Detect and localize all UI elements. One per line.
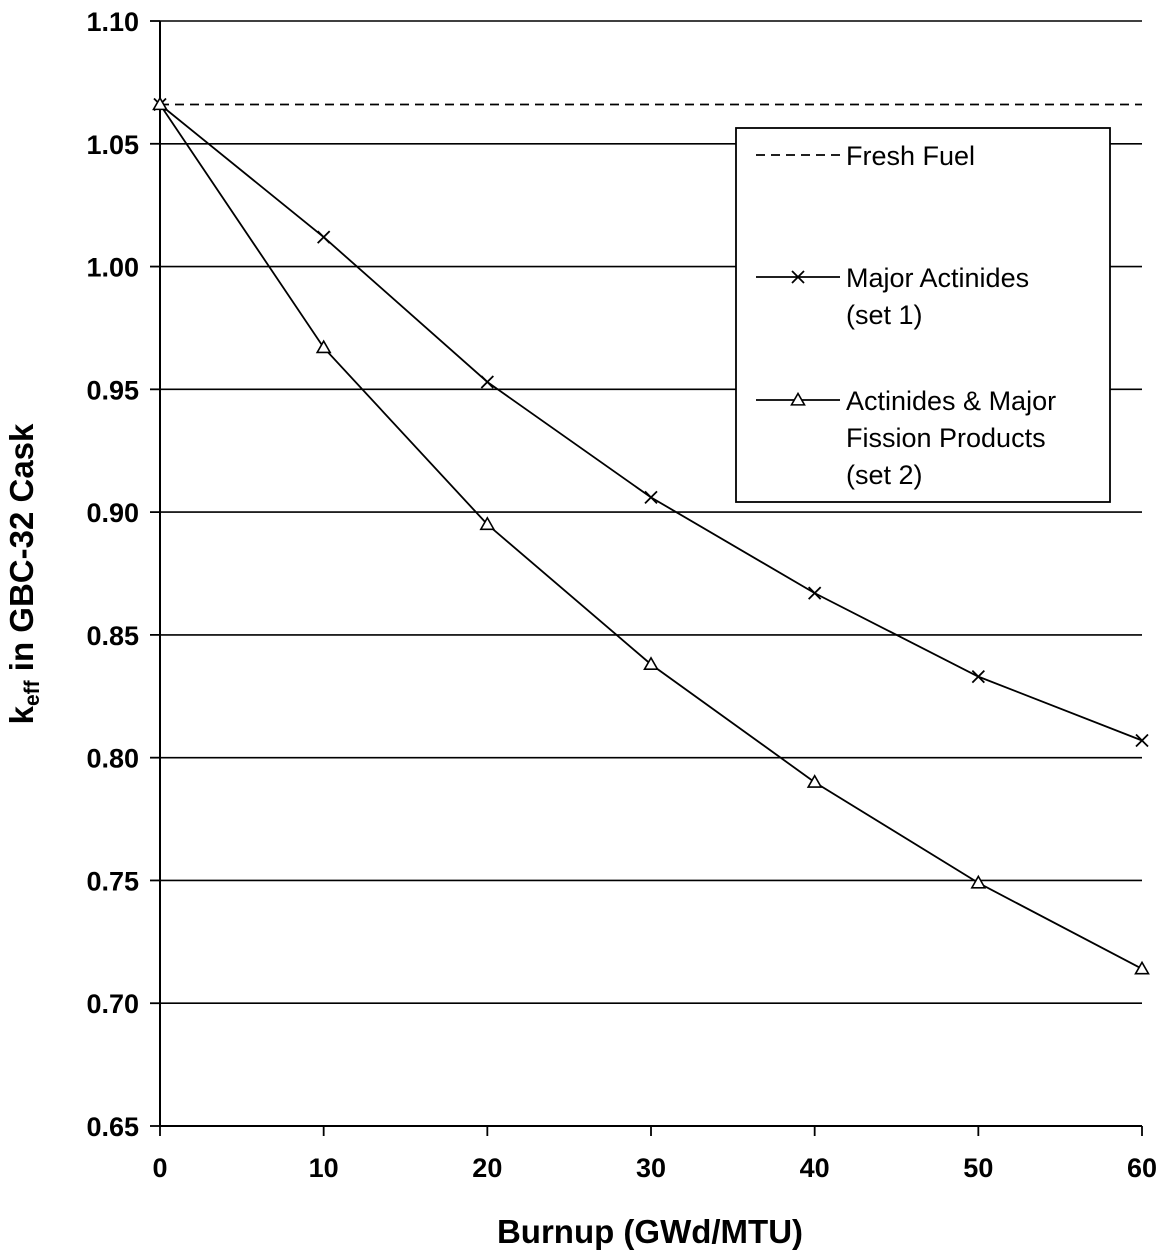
grid-lines — [160, 20, 1142, 1005]
data-point-triangle-marker — [643, 656, 659, 671]
legend-label: (set 1) — [846, 300, 923, 330]
legend-label: Fission Products — [846, 423, 1046, 453]
marker-stroke — [971, 669, 985, 684]
data-point-triangle-marker — [790, 391, 806, 406]
y-tick-label: 0.95 — [86, 375, 139, 405]
y-tick-label: 0.85 — [86, 621, 139, 651]
y-axis-title-rest: in GBC-32 Cask — [3, 423, 40, 680]
series-2 — [152, 96, 1150, 975]
data-point-triangle-marker — [806, 774, 823, 788]
data-point-x-marker — [971, 669, 985, 684]
x-axis-title: Burnup (GWd/MTU) — [497, 1213, 803, 1250]
tick-labels: 0.65 0.70 0.75 0.80 0.85 0.90 0.95 1.00 1.05 1.10… — [86, 7, 1157, 1183]
x-tick-label: 40 — [800, 1153, 830, 1183]
y-tick-label: 1.05 — [86, 130, 139, 160]
y-axis-title-main: k — [3, 705, 40, 724]
marker-stroke — [480, 375, 494, 389]
legend-box — [735, 127, 1111, 503]
data-point-x-marker — [317, 230, 331, 244]
y-tick-label: 0.75 — [86, 866, 139, 896]
legend: Fresh Fuel Major Actinides (set 1) Actinide… — [735, 127, 1111, 503]
marker-stroke — [644, 490, 658, 505]
legend-label: Actinides & Major — [846, 386, 1056, 416]
y-tick-label: 1.00 — [86, 253, 139, 283]
data-point-x-marker — [1135, 733, 1149, 748]
y-tick-label: 0.70 — [86, 989, 139, 1019]
data-point-triangle-marker — [315, 339, 332, 354]
y-axis-title: keff in GBC-32 Cask — [3, 423, 44, 724]
marker-stroke — [808, 586, 822, 600]
marker-stroke — [1135, 733, 1149, 748]
legend-label: Fresh Fuel — [846, 141, 975, 171]
data-point-triangle-marker — [970, 874, 987, 889]
series-1 — [153, 97, 1149, 748]
x-tick-label: 30 — [636, 1153, 666, 1183]
x-tick-label: 10 — [309, 1153, 339, 1183]
marker-stroke — [317, 230, 331, 244]
x-tick-label: 50 — [963, 1153, 993, 1183]
legend-label: (set 2) — [846, 460, 923, 490]
data-point-x-marker — [644, 490, 658, 505]
marker-stroke — [791, 270, 805, 284]
axes — [150, 20, 1143, 1136]
legend-label: Major Actinides — [846, 263, 1029, 293]
data-point-x-marker — [791, 270, 805, 284]
y-tick-label: 0.90 — [86, 498, 139, 528]
series — [152, 96, 1150, 975]
x-tick-label: 60 — [1127, 1153, 1157, 1183]
y-axis-title-subscript: eff — [21, 679, 44, 706]
x-tick-label: 0 — [152, 1153, 167, 1183]
y-tick-label: 1.10 — [86, 7, 139, 37]
data-point-triangle-marker — [1134, 960, 1150, 975]
data-point-triangle-marker — [479, 516, 496, 531]
data-point-triangle-marker — [152, 96, 168, 111]
data-point-x-marker — [808, 586, 822, 600]
y-tick-label: 0.80 — [86, 744, 139, 774]
y-tick-label: 0.65 — [86, 1112, 139, 1142]
x-tick-label: 20 — [472, 1153, 502, 1183]
data-point-x-marker — [480, 375, 494, 389]
